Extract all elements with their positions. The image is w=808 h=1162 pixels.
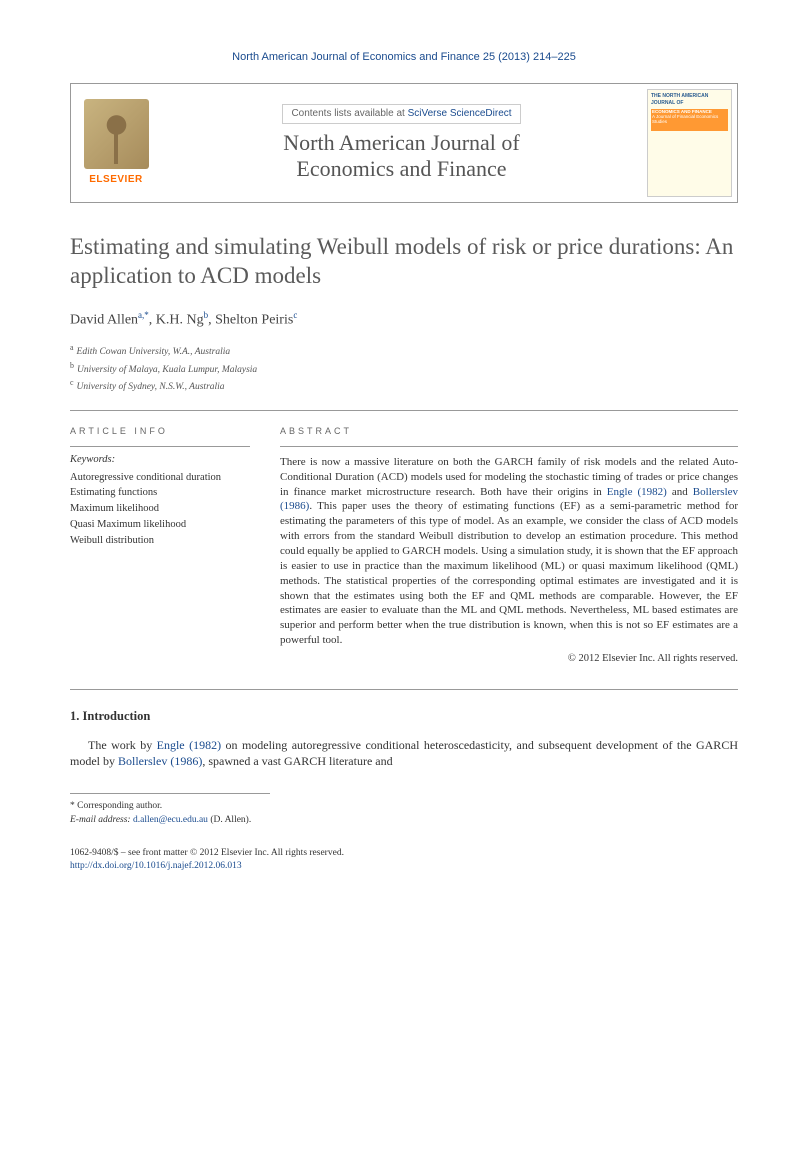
keyword: Maximum likelihood <box>70 501 250 517</box>
doi-link[interactable]: http://dx.doi.org/10.1016/j.najef.2012.0… <box>70 860 738 873</box>
keyword: Autoregressive conditional duration <box>70 470 250 486</box>
abstract-heading: ABSTRACT <box>280 425 738 438</box>
keyword: Quasi Maximum likelihood <box>70 517 250 533</box>
journal-reference: North American Journal of Economics and … <box>70 50 738 65</box>
article-info-column: ARTICLE INFO Keywords: Autoregressive co… <box>70 425 250 666</box>
author-3[interactable]: Shelton Peiris <box>215 313 293 328</box>
abstract-copyright: © 2012 Elsevier Inc. All rights reserved… <box>280 652 738 667</box>
abstract-column: ABSTRACT There is now a massive literatu… <box>280 425 738 666</box>
email-note: E-mail address: d.allen@ecu.edu.au (D. A… <box>70 814 270 827</box>
contents-available: Contents lists available at SciVerse Sci… <box>282 104 520 124</box>
affiliations: aEdith Cowan University, W.A., Australia… <box>70 342 738 394</box>
cover-band: ECONOMICS AND FINANCE A Journal of Finan… <box>651 109 728 131</box>
authors-list: David Allena,*, K.H. Ngb, Shelton Peiris… <box>70 309 738 330</box>
section-1-paragraph: The work by Engle (1982) on modeling aut… <box>70 737 738 769</box>
sciencedirect-link[interactable]: SciVerse ScienceDirect <box>408 108 512 119</box>
journal-title: North American Journal of Economics and … <box>283 130 519 183</box>
abstract-text: There is now a massive literature on bot… <box>280 455 738 648</box>
corresponding-author-note: * Corresponding author. <box>70 800 270 813</box>
elsevier-tree-icon <box>84 99 149 169</box>
front-matter-note: 1062-9408/$ – see front matter © 2012 El… <box>70 847 738 860</box>
citation-link[interactable]: Engle (1982) <box>157 738 221 752</box>
article-info-heading: ARTICLE INFO <box>70 425 250 438</box>
cover-pretitle: THE NORTH AMERICAN JOURNAL OF <box>651 93 728 107</box>
elsevier-logo[interactable]: ELSEVIER <box>71 84 161 202</box>
email-link[interactable]: d.allen@ecu.edu.au <box>133 815 208 825</box>
journal-cover-thumbnail[interactable]: THE NORTH AMERICAN JOURNAL OF ECONOMICS … <box>647 89 732 197</box>
section-1-heading: 1. Introduction <box>70 708 738 726</box>
citation-link[interactable]: Engle (1982) <box>607 486 667 498</box>
elsevier-logo-text: ELSEVIER <box>89 173 142 187</box>
article-title: Estimating and simulating Weibull models… <box>70 233 738 291</box>
journal-header: ELSEVIER Contents lists available at Sci… <box>70 83 738 203</box>
author-2[interactable]: K.H. Ng <box>156 313 204 328</box>
author-1[interactable]: David Allen <box>70 313 138 328</box>
keywords-list: Autoregressive conditional duration Esti… <box>70 470 250 549</box>
page-footer: 1062-9408/$ – see front matter © 2012 El… <box>70 847 738 874</box>
keyword: Weibull distribution <box>70 533 250 549</box>
citation-link[interactable]: Bollerslev (1986) <box>118 754 202 768</box>
journal-title-section: Contents lists available at SciVerse Sci… <box>161 84 642 202</box>
keyword: Estimating functions <box>70 485 250 501</box>
footnotes: * Corresponding author. E-mail address: … <box>70 793 270 827</box>
keywords-label: Keywords: <box>70 453 250 468</box>
